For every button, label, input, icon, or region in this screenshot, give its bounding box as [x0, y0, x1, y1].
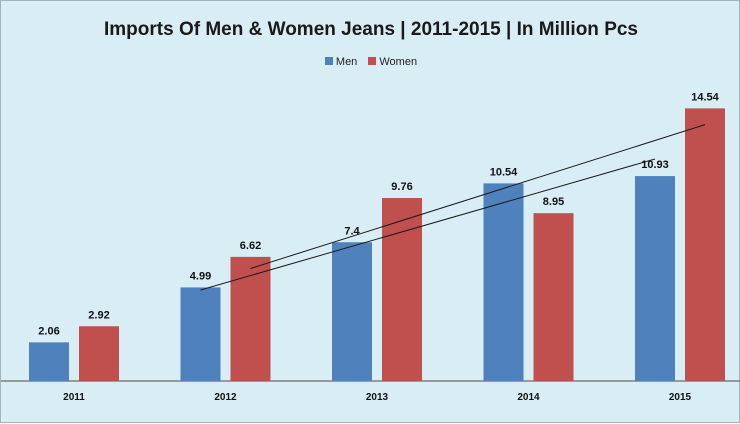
- bar-men-2011: [29, 342, 69, 381]
- bar-men-2013: [332, 242, 372, 381]
- legend-label-men: Men: [335, 56, 358, 68]
- legend-swatch-women: [368, 57, 377, 65]
- bar-women-2015: [685, 108, 725, 381]
- data-label-men-2012: 4.99: [190, 270, 211, 282]
- data-label-women-2014: 8.95: [543, 196, 564, 208]
- data-label-women-2013: 9.76: [391, 181, 412, 193]
- data-label-men-2015: 10.93: [641, 159, 669, 171]
- legend-label-women: Women: [379, 56, 418, 68]
- x-tick-label-2012: 2012: [214, 392, 237, 403]
- legend-item-women: Women: [368, 56, 417, 68]
- bar-men-2012: [180, 287, 221, 381]
- data-label-women-2015: 14.54: [691, 91, 719, 103]
- data-label-women-2011: 2.92: [88, 309, 109, 321]
- x-tick-label-2015: 2015: [669, 392, 692, 403]
- x-tick-label-2013: 2013: [366, 392, 389, 403]
- legend: Men Women: [1, 56, 740, 68]
- chart-title: Imports Of Men & Women Jeans | 2011-2015…: [104, 19, 638, 40]
- bar-women-2014: [533, 213, 574, 381]
- trendline-men: [200, 158, 656, 291]
- data-label-men-2011: 2.06: [38, 325, 59, 337]
- legend-item-men: Men: [324, 56, 358, 68]
- bar-women-2011: [79, 326, 119, 381]
- data-label-men-2013: 7.4: [344, 225, 360, 237]
- bar-men-2014: [483, 183, 524, 381]
- x-tick-label-2011: 2011: [63, 392, 85, 403]
- bar-women-2012: [230, 256, 271, 381]
- data-label-men-2014: 10.54: [490, 166, 518, 178]
- data-label-women-2012: 6.62: [240, 240, 261, 252]
- bar-men-2015: [635, 176, 675, 381]
- legend-swatch-men: [324, 57, 333, 65]
- trendline-women: [250, 124, 706, 269]
- x-tick-label-2014: 2014: [517, 392, 540, 403]
